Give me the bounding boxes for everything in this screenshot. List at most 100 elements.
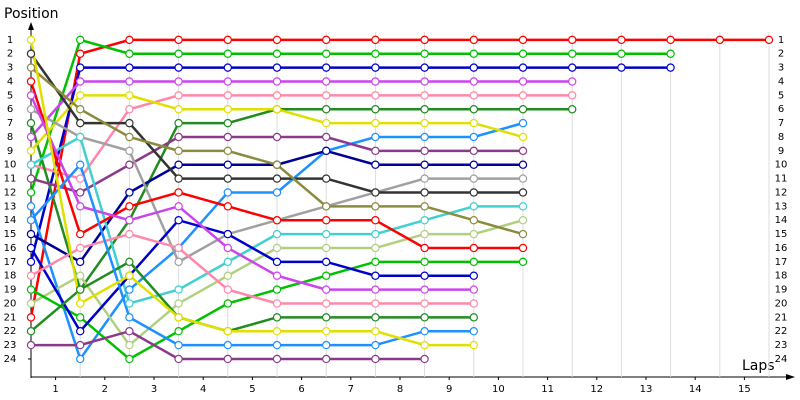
point <box>322 63 331 72</box>
point <box>420 299 429 308</box>
point <box>26 327 36 336</box>
point <box>272 299 282 308</box>
markers <box>26 35 774 364</box>
x-arrow <box>786 374 795 380</box>
point <box>26 146 36 156</box>
y-tick-label: 10 <box>4 160 17 171</box>
point <box>26 229 36 239</box>
point <box>371 216 380 225</box>
point <box>371 188 380 197</box>
point <box>518 160 528 169</box>
x-tick-label: 14 <box>689 384 702 395</box>
x-tick-label: 12 <box>590 384 603 395</box>
point <box>174 188 183 197</box>
point <box>371 202 380 211</box>
point <box>125 327 134 336</box>
point <box>75 229 85 239</box>
x-tick-label: 7 <box>348 384 354 395</box>
point <box>272 257 282 267</box>
y-tick-label-right: 8 <box>778 132 784 143</box>
point <box>666 35 675 45</box>
y-tick-label: 16 <box>4 243 17 254</box>
y-tick-label: 3 <box>7 63 13 74</box>
y-tick-label: 21 <box>4 312 17 323</box>
y-tick-label: 13 <box>4 201 17 212</box>
point <box>469 243 478 253</box>
y-tick-label-right: 4 <box>778 76 784 87</box>
point <box>469 35 478 45</box>
point <box>272 132 282 142</box>
point <box>518 229 528 239</box>
point <box>223 91 232 100</box>
point <box>75 63 85 72</box>
point <box>322 299 331 308</box>
point <box>75 105 85 114</box>
point <box>223 77 232 86</box>
y-tick-label-right: 7 <box>778 118 784 129</box>
point <box>272 63 282 72</box>
y-tick-label: 23 <box>4 340 17 351</box>
point <box>420 160 429 169</box>
point <box>322 340 331 350</box>
x-tick-label: 1 <box>52 384 58 395</box>
point <box>371 257 380 267</box>
x-tick-label: 2 <box>102 384 108 395</box>
y-axis-title: Position <box>4 6 59 22</box>
series-line <box>30 260 474 333</box>
point <box>174 132 183 142</box>
y-tick-label-right: 20 <box>775 298 788 309</box>
point <box>322 202 331 211</box>
y-tick-label: 15 <box>4 229 17 240</box>
point <box>75 285 85 294</box>
point <box>174 340 183 350</box>
point <box>174 354 183 364</box>
point <box>518 63 528 72</box>
point <box>223 118 232 128</box>
y-tick-label-right: 9 <box>778 146 784 157</box>
point <box>125 105 134 114</box>
point <box>420 216 429 225</box>
point <box>371 229 380 239</box>
point <box>26 63 36 72</box>
point <box>371 271 380 280</box>
point <box>272 174 282 183</box>
point <box>272 105 282 114</box>
point <box>75 160 85 169</box>
y-tick-label: 4 <box>7 76 13 87</box>
y-tick-label-right: 1 <box>778 35 784 46</box>
point <box>371 160 380 169</box>
point <box>125 188 134 197</box>
series-line <box>29 218 474 334</box>
point <box>518 118 528 128</box>
x-tick-label: 11 <box>541 384 554 395</box>
point <box>420 105 429 114</box>
point <box>469 105 478 114</box>
point <box>518 146 528 156</box>
point <box>223 174 232 183</box>
point <box>518 77 528 86</box>
point <box>518 216 528 225</box>
point <box>26 271 36 280</box>
point <box>26 174 36 183</box>
point <box>322 313 331 322</box>
point <box>174 49 183 58</box>
point <box>272 340 282 350</box>
point <box>469 174 478 183</box>
point <box>26 243 36 253</box>
point <box>420 35 429 45</box>
point <box>371 285 380 294</box>
y-tick-label: 19 <box>4 285 17 296</box>
point <box>322 49 331 58</box>
point <box>174 327 183 336</box>
point <box>75 202 85 211</box>
point <box>75 354 85 364</box>
point <box>322 77 331 86</box>
point <box>223 285 232 294</box>
point <box>568 35 577 45</box>
point <box>26 77 36 86</box>
point <box>371 63 380 72</box>
point <box>420 313 429 322</box>
point <box>371 132 380 142</box>
x-tick-label: 15 <box>738 384 751 395</box>
point <box>371 118 380 128</box>
